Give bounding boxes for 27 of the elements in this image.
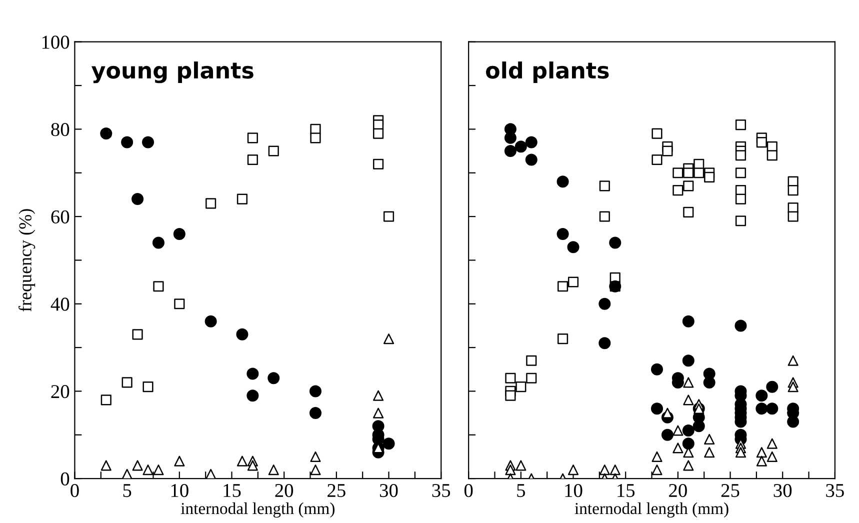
x-tick-label: 25 (328, 484, 346, 498)
y-tick-label: 0 (60, 472, 70, 486)
y-axis-title: frequency (%) (18, 209, 36, 312)
text: old plants (486, 61, 609, 83)
y-tick-label: 60 (51, 210, 70, 224)
x-tick-label: 5 (123, 484, 132, 498)
y-tick-label: 40 (50, 298, 70, 311)
x-tick-label: 30 (774, 484, 792, 498)
x-tick-label: 0 (464, 484, 473, 498)
y-tick-label: 100 (42, 36, 70, 49)
x-tick-label: 35 (432, 484, 450, 498)
x-tick-label: 30 (380, 484, 398, 498)
x-tick-label: 15 (224, 484, 241, 498)
x-tick-label: 25 (721, 484, 740, 498)
x-tick-label: 10 (565, 484, 582, 498)
x-tick-label: 20 (669, 484, 687, 498)
x-tick-label: 10 (171, 484, 188, 498)
x-tick-label: 20 (275, 484, 294, 498)
x-axis-title: internodal length (mm) (574, 502, 728, 518)
x-tick-label: 5 (517, 484, 526, 498)
x-tick-label: 35 (826, 484, 844, 498)
x-tick-label: 0 (70, 484, 79, 498)
text: young plants (91, 61, 254, 84)
x-axis-title: internodal length (mm) (180, 502, 334, 518)
x-tick-label: 15 (618, 484, 635, 498)
y-tick-label: 20 (51, 385, 70, 398)
y-tick-label: 80 (51, 122, 70, 136)
